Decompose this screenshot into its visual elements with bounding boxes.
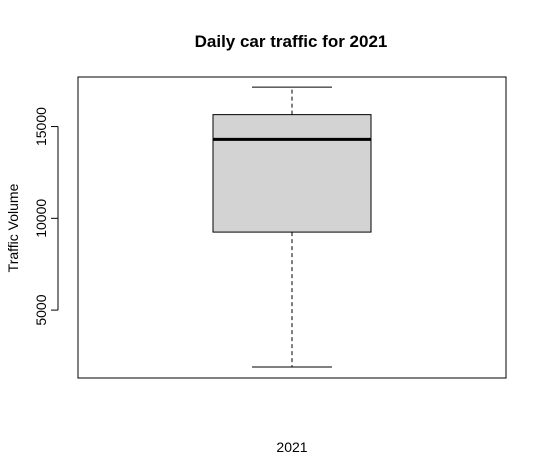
y-ticks: 5000 10000 15000	[33, 107, 58, 326]
y-tick-label: 5000	[33, 294, 49, 325]
interquartile-box	[212, 114, 372, 233]
box-group	[212, 86, 372, 368]
y-axis-label: Traffic Volume	[5, 183, 21, 272]
plot-frame	[77, 76, 507, 379]
y-tick-label: 10000	[33, 199, 49, 238]
y-axis: 5000 10000 15000	[33, 107, 59, 326]
chart-title: Daily car traffic for 2021	[195, 32, 388, 51]
x-axis-label: 2021	[276, 439, 307, 455]
y-tick-label: 15000	[33, 107, 49, 146]
